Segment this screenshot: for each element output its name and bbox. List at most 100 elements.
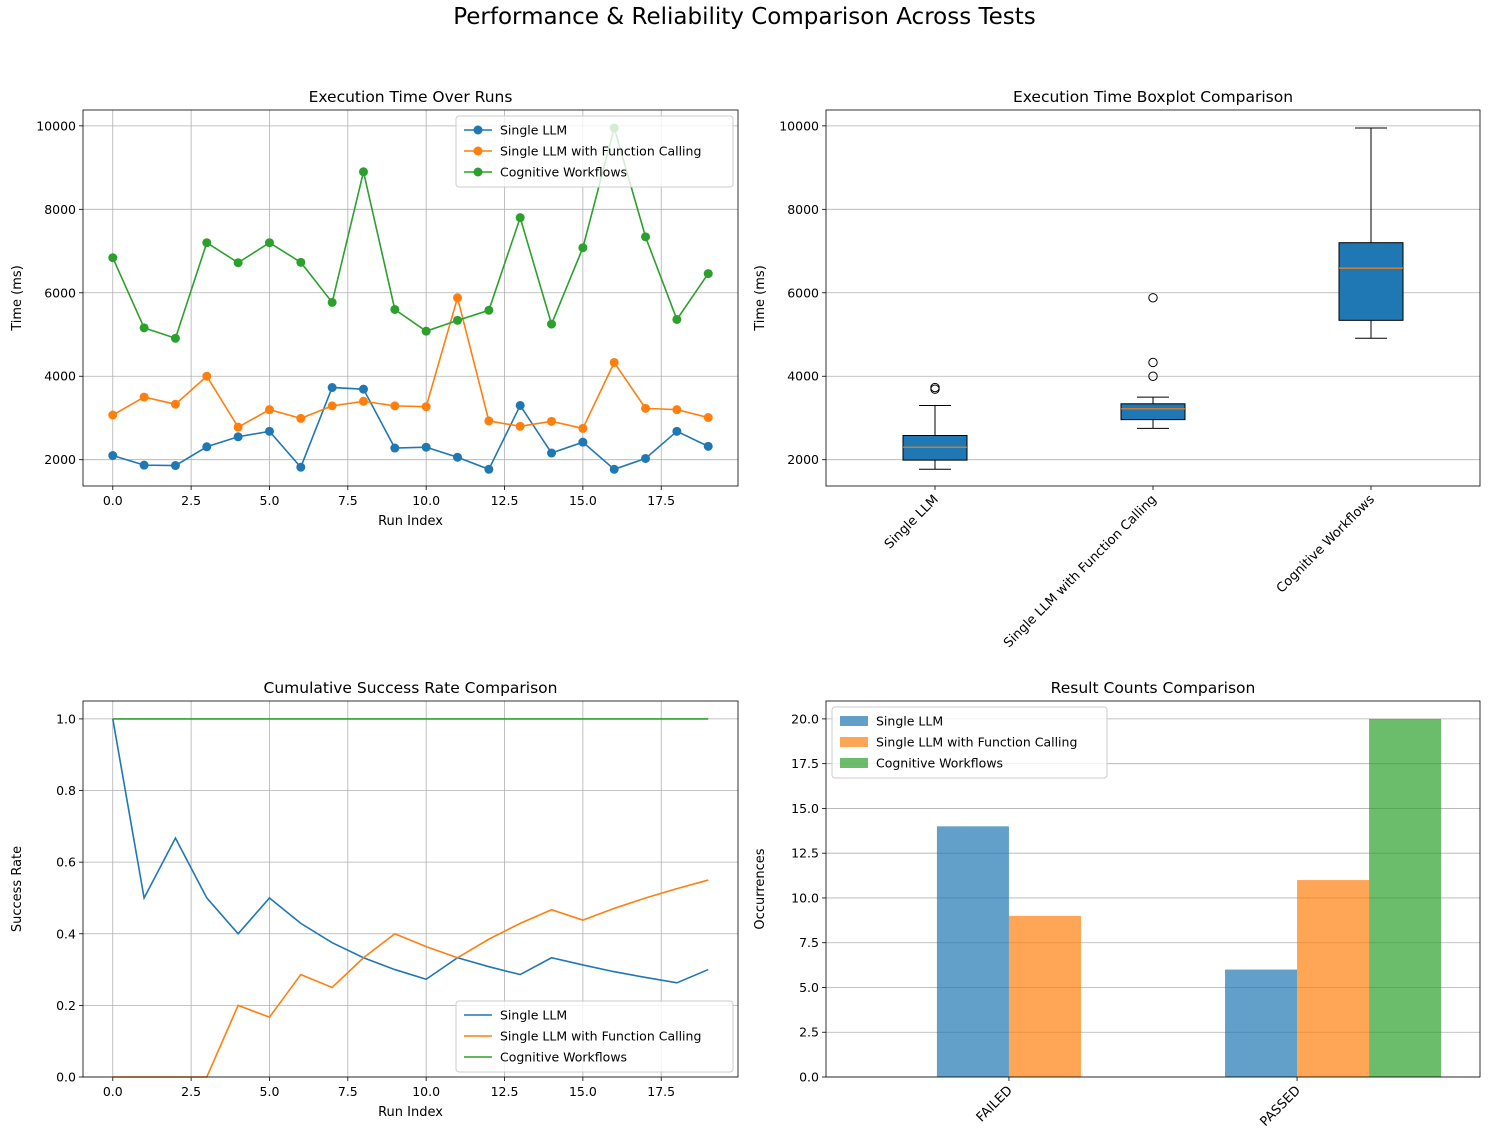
- execution-time-line-chart: 0.0 2.5 5.0 7.5 10.0 12.5 15.0 17.5 2000 4000 6000…: [10, 88, 739, 529]
- figure-title: Performance & Reliability Comparison Acr…: [453, 4, 1036, 30]
- y-tick-label: 20.0: [791, 711, 819, 726]
- legend-label: Single LLM: [500, 1008, 567, 1023]
- data-point: [672, 314, 682, 324]
- y-tick-label: 0.2: [56, 998, 76, 1013]
- x-tick-label: Single LLM: [882, 492, 942, 552]
- data-point: [703, 269, 713, 279]
- legend-box: [831, 706, 1108, 779]
- outlier-point: [1148, 357, 1158, 368]
- data-point: [233, 422, 243, 432]
- axes-frame: [82, 109, 739, 487]
- bar: [1225, 969, 1298, 1077]
- data-point: [296, 413, 306, 423]
- data-point: [170, 461, 180, 471]
- data-point: [202, 442, 212, 452]
- execution-time-boxplot: 2000 4000 6000 8000 10000 Single LLM Single LL…: [753, 88, 1481, 651]
- x-tick-label: PASSED: [1257, 1083, 1303, 1129]
- y-tick-label: 0.0: [56, 1070, 76, 1085]
- data-point: [421, 442, 431, 452]
- data-point: [515, 421, 525, 431]
- y-tick-label: 7.5: [799, 935, 819, 950]
- data-point: [358, 396, 368, 406]
- legend-label: Cognitive Workflows: [876, 756, 1003, 771]
- data-point: [703, 441, 713, 451]
- x-tick-label: 10.0: [412, 493, 440, 508]
- x-tick-label: 12.5: [491, 493, 519, 508]
- y-tick-label: 10.0: [791, 890, 819, 905]
- legend-swatch: [840, 737, 868, 747]
- series-line: [111, 718, 709, 984]
- data-point: [484, 464, 494, 474]
- data-point: [296, 257, 306, 267]
- data-point: [139, 323, 149, 333]
- y-tick-label: 0.6: [56, 855, 76, 870]
- bar: [1008, 915, 1081, 1077]
- legend-box: [455, 115, 734, 188]
- y-tick-label: 6000: [787, 285, 819, 300]
- data-point: [609, 464, 619, 474]
- axes-frame: [825, 109, 1481, 487]
- data-point: [578, 423, 588, 433]
- data-point: [358, 167, 368, 177]
- y-tick-label: 0.0: [799, 1070, 819, 1085]
- legend-swatch: [840, 758, 868, 768]
- legend-label: Cognitive Workflows: [500, 1050, 627, 1065]
- data-point: [327, 383, 337, 393]
- series-line: [112, 294, 709, 430]
- data-point: [390, 304, 400, 314]
- data-point: [202, 238, 212, 248]
- y-tick-label: 12.5: [791, 846, 819, 861]
- legend-label: Single LLM: [876, 714, 943, 729]
- bar: [1297, 880, 1370, 1077]
- y-tick-label: 2.5: [799, 1025, 819, 1040]
- panel-title: Result Counts Comparison: [1051, 679, 1256, 697]
- data-point: [453, 315, 463, 325]
- data-point: [327, 297, 337, 307]
- data-point: [547, 416, 557, 426]
- data-point: [202, 371, 212, 381]
- series-line: [112, 386, 709, 471]
- panel-title: Cumulative Success Rate Comparison: [264, 679, 558, 697]
- outlier-point: [1148, 293, 1158, 303]
- data-point: [108, 410, 118, 420]
- y-tick-label: 4000: [787, 369, 819, 384]
- x-tick-label: 15.0: [569, 1084, 597, 1099]
- series-line: [112, 879, 709, 1078]
- data-point: [421, 402, 431, 412]
- x-axis-label: Run Index: [378, 1105, 443, 1120]
- y-axis-label: Time (ms): [10, 265, 25, 332]
- x-tick-label: 7.5: [338, 1084, 358, 1099]
- y-tick-label: 8000: [787, 202, 819, 217]
- data-point: [108, 451, 118, 461]
- data-point: [515, 213, 525, 223]
- data-point: [296, 462, 306, 472]
- x-axis-label: Run Index: [378, 514, 443, 529]
- x-tick-label: 2.5: [181, 493, 201, 508]
- bar: [936, 826, 1009, 1077]
- x-tick-label: 5.0: [260, 1084, 280, 1099]
- legend-marker: [473, 125, 483, 135]
- x-tick-label: 0.0: [103, 493, 123, 508]
- data-point: [641, 453, 651, 463]
- panel-title: Execution Time Over Runs: [309, 88, 513, 106]
- data-point: [641, 403, 651, 413]
- legend-label: Single LLM with Function Calling: [500, 1029, 701, 1044]
- x-tick-label: 15.0: [569, 493, 597, 508]
- x-tick-label: 2.5: [181, 1084, 201, 1099]
- y-tick-label: 1.0: [56, 711, 76, 726]
- y-axis-label: Occurrences: [753, 848, 768, 929]
- y-tick-label: 2000: [44, 452, 76, 467]
- data-point: [703, 413, 713, 423]
- data-point: [641, 232, 651, 242]
- x-tick-label: 17.5: [647, 493, 675, 508]
- data-point: [390, 443, 400, 453]
- data-point: [170, 333, 180, 343]
- y-tick-label: 10000: [779, 118, 819, 133]
- x-tick-label: FAILED: [974, 1083, 1016, 1125]
- legend-label: Single LLM with Function Calling: [500, 144, 701, 159]
- y-tick-label: 4000: [44, 369, 76, 384]
- legend-label: Cognitive Workflows: [500, 165, 627, 180]
- data-point: [327, 401, 337, 411]
- y-tick-label: 2000: [787, 452, 819, 467]
